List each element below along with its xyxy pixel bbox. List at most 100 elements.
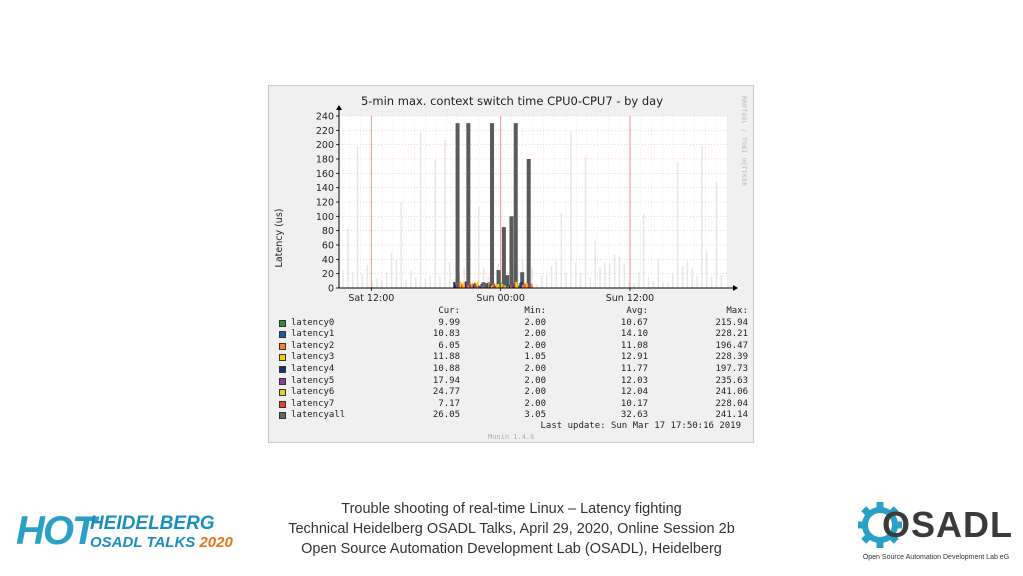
latency-noise-mark (521, 284, 524, 288)
latency-noise-mark (519, 282, 522, 288)
legend-avg-value: 11.08 (620, 340, 648, 351)
latency-noise-mark (502, 286, 505, 288)
history-column (550, 265, 553, 288)
legend-swatch (279, 389, 286, 397)
hot-talks-logo: HOT HEIDELBERG OSADL TALKS 2020 (16, 509, 233, 557)
latency-noise-mark (499, 282, 502, 288)
history-column (419, 132, 422, 288)
y-tick-label: 140 (316, 183, 334, 194)
hot-logo-talks: OSADL TALKS (90, 534, 196, 551)
latency-noise-mark (510, 285, 513, 288)
latency-noise-mark (486, 282, 489, 288)
legend-cur-value: 10.83 (432, 329, 460, 340)
y-axis-label: Latency (us) (274, 209, 285, 268)
history-column (545, 274, 548, 288)
y-tick-label: 60 (322, 241, 334, 252)
legend-max-value: 228.21 (715, 329, 748, 340)
history-column (647, 276, 650, 288)
legend-min-value: 2.00 (524, 340, 546, 351)
latency-noise-mark (477, 285, 480, 288)
legend-series-name: latency0 (291, 317, 335, 328)
history-column (676, 161, 679, 288)
hot-logo-subtitle: OSADL TALKS 2020 (90, 534, 233, 551)
y-tick-label: 160 (316, 169, 334, 180)
latency-noise-mark (468, 283, 471, 288)
y-tick-label: 100 (316, 212, 334, 223)
history-column (429, 276, 432, 288)
history-column (371, 282, 373, 288)
hot-logo-heidelberg: HEIDELBERG (90, 513, 215, 534)
legend-max-value: 197.73 (715, 363, 748, 374)
latency-noise-mark (463, 281, 466, 288)
chart-title: 5-min max. context switch time CPU0-CPU7… (361, 94, 663, 108)
history-column (642, 213, 645, 288)
latency-noise-mark (459, 281, 462, 288)
legend-max-value: 196.47 (715, 340, 748, 351)
legend-row: latency5 17.94 2.00 12.03 235.63 (279, 376, 749, 388)
latency-noise-mark (506, 282, 509, 288)
legend-max-value: 228.04 (715, 398, 748, 409)
history-column (347, 227, 349, 288)
x-tick-label: Sun 00:00 (476, 293, 524, 304)
history-column (589, 277, 592, 288)
history-column (696, 275, 698, 288)
history-column (434, 159, 436, 288)
legend-swatch (279, 319, 286, 327)
history-column (361, 274, 364, 288)
latency-noise-mark (529, 283, 532, 288)
legend-series-name: latency7 (291, 398, 335, 409)
latencyall-bar (509, 216, 514, 288)
latency-noise-mark (494, 285, 497, 288)
history-column (410, 270, 412, 288)
legend-header-min: Min: (524, 306, 546, 316)
legend-series-name: latency1 (291, 329, 335, 340)
legend-series-name: latency5 (291, 375, 335, 386)
munin-version: Munin 1.4.6 (488, 433, 535, 441)
legend-row: latency0 9.99 2.00 10.67 215.94 (279, 318, 749, 330)
latencyall-bar (513, 123, 518, 288)
history-column (701, 145, 703, 288)
x-tick-label: Sat 12:00 (348, 293, 394, 304)
history-column (608, 263, 611, 288)
legend-row: latency3 11.88 1.05 12.91 228.39 (279, 352, 749, 364)
legend-min-value: 3.05 (524, 410, 546, 421)
y-tick-label: 20 (322, 269, 334, 280)
latency-noise-mark (493, 283, 496, 288)
legend-cur-value: 24.77 (432, 387, 460, 398)
y-tick-label: 40 (322, 255, 334, 266)
legend-min-value: 2.00 (524, 375, 546, 386)
x-tick-label: Sun 12:00 (606, 293, 654, 304)
latency-noise-mark (471, 282, 474, 288)
history-column (667, 281, 669, 288)
history-column (390, 252, 393, 288)
last-update: Last update: Sun Mar 17 17:50:16 2019 (540, 421, 741, 431)
latency-noise-mark (524, 283, 527, 288)
latency-noise-mark (473, 282, 476, 288)
history-column (385, 272, 388, 288)
legend-row: latencyall 26.05 3.05 32.63 241.14 (279, 410, 749, 422)
legend-avg-value: 10.17 (620, 398, 648, 409)
latency-noise-mark (482, 283, 485, 288)
slide-footer: Trouble shooting of real-time Linux – La… (240, 499, 783, 559)
latencyall-bar (526, 159, 531, 288)
history-column (405, 279, 407, 288)
history-column (628, 280, 630, 288)
history-column (691, 268, 693, 288)
history-column (536, 283, 538, 288)
legend-min-value: 2.00 (524, 363, 546, 374)
latency-noise-mark (497, 284, 500, 288)
latency-noise-mark (508, 285, 511, 288)
legend-max-value: 235.63 (715, 375, 748, 386)
history-column (720, 274, 723, 288)
latency-noise-mark (455, 282, 458, 288)
latency-noise-mark (503, 285, 506, 288)
history-column (638, 272, 640, 288)
legend-max-value: 241.06 (715, 387, 748, 398)
latency-noise-mark (485, 283, 488, 288)
latency-noise-mark (472, 284, 475, 288)
latency-noise-mark (514, 281, 517, 288)
history-column (478, 206, 480, 288)
history-column (439, 275, 441, 288)
history-column (482, 268, 485, 288)
legend-series-name: latency4 (291, 363, 335, 374)
